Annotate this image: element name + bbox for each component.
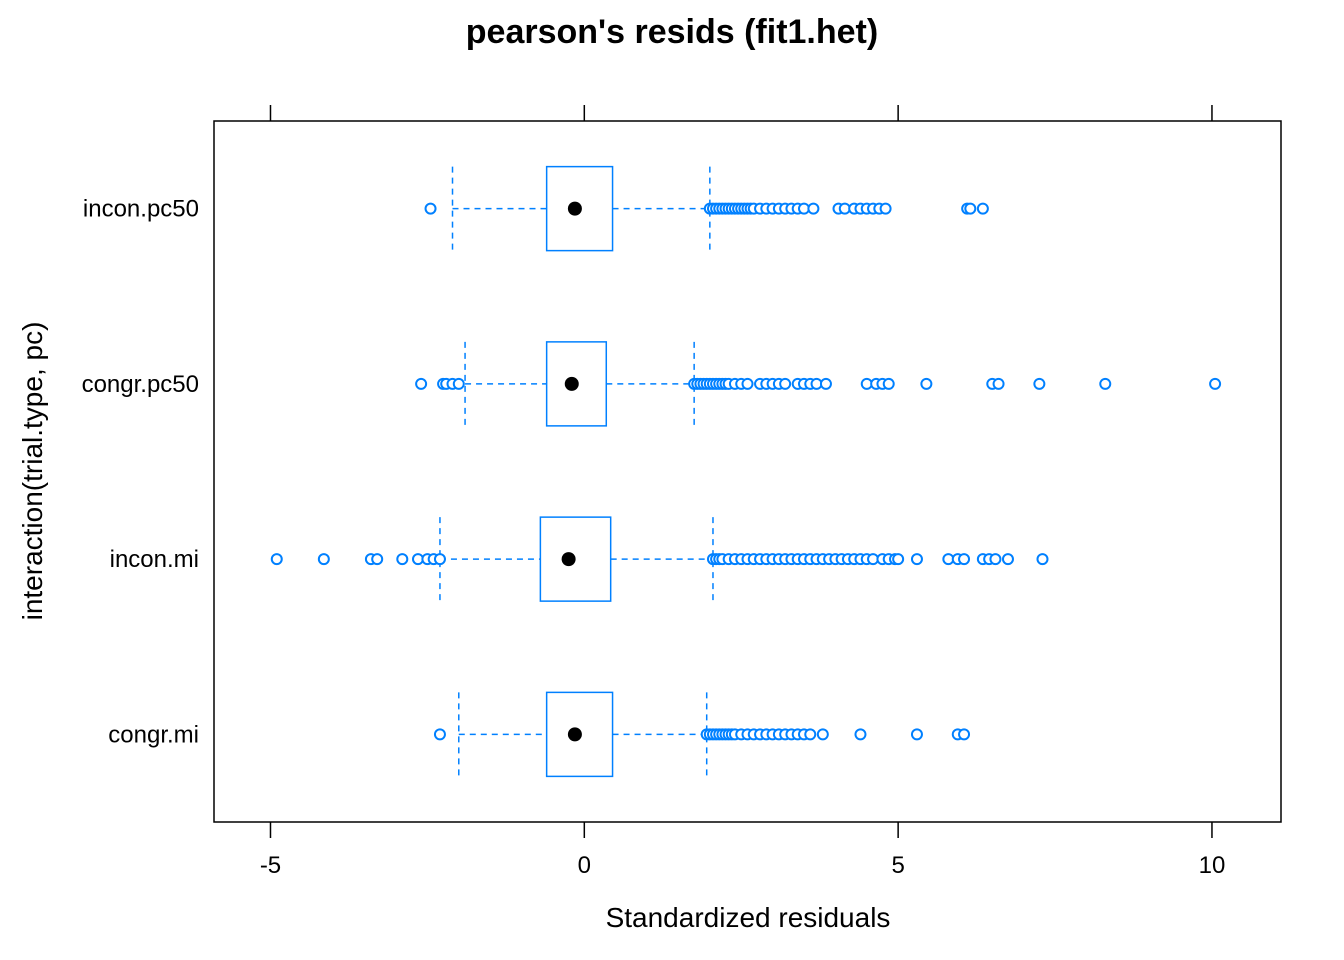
outlier-point xyxy=(1209,377,1222,390)
category-label: congr.mi xyxy=(108,721,199,748)
outlier-point xyxy=(433,553,446,566)
top-axis xyxy=(269,105,1213,121)
y-axis-label: interaction(trial.type, pc) xyxy=(17,322,48,621)
outlier-point xyxy=(964,202,977,215)
x-tick-label: 10 xyxy=(1199,852,1226,879)
boxes-layer xyxy=(270,165,1222,778)
outlier-point xyxy=(741,377,754,390)
median-dot xyxy=(567,727,582,742)
outlier-point xyxy=(910,728,923,741)
category-label: incon.pc50 xyxy=(83,196,199,223)
outlier-point xyxy=(854,728,867,741)
outlier-point xyxy=(779,377,792,390)
outlier-point xyxy=(879,202,892,215)
outlier-point xyxy=(816,728,829,741)
box-congr.mi xyxy=(433,691,971,778)
outlier-point xyxy=(807,202,820,215)
median-dot xyxy=(564,376,579,391)
x-tick-label: -5 xyxy=(260,852,281,879)
outlier-point xyxy=(882,377,895,390)
outlier-point xyxy=(317,553,330,566)
iqr-box xyxy=(545,165,614,252)
outlier-point xyxy=(270,553,283,566)
bottom-axis: -5 0 5 10 xyxy=(260,822,1225,879)
outlier-point xyxy=(989,553,1002,566)
outlier-point xyxy=(804,728,817,741)
iqr-box xyxy=(545,341,608,427)
outlier-point xyxy=(371,553,384,566)
box-incon.pc50 xyxy=(424,165,989,252)
category-axis: incon.pc50 congr.pc50 incon.mi congr.mi xyxy=(82,196,199,749)
outlier-point xyxy=(892,553,905,566)
outlier-point xyxy=(1036,553,1049,566)
outlier-point xyxy=(819,377,832,390)
box-congr.pc50 xyxy=(415,341,1222,427)
outlier-point xyxy=(424,202,437,215)
plot-frame xyxy=(213,120,1282,823)
outlier-point xyxy=(958,728,971,741)
outlier-point xyxy=(1099,377,1112,390)
outlier-point xyxy=(452,377,465,390)
category-label: congr.pc50 xyxy=(82,371,199,398)
outlier-point xyxy=(1001,553,1014,566)
x-tick-label: 5 xyxy=(891,852,904,879)
outlier-point xyxy=(396,553,409,566)
outlier-point xyxy=(415,377,428,390)
category-label: incon.mi xyxy=(110,546,199,573)
iqr-box xyxy=(545,691,614,778)
chart-title: pearson's resids (fit1.het) xyxy=(466,13,878,51)
outlier-point xyxy=(992,377,1005,390)
iqr-box xyxy=(539,516,612,602)
median-dot xyxy=(561,552,576,567)
outlier-point xyxy=(910,553,923,566)
outlier-point xyxy=(958,553,971,566)
outlier-point xyxy=(1033,377,1046,390)
outlier-point xyxy=(433,728,446,741)
outlier-point xyxy=(920,377,933,390)
median-dot xyxy=(567,201,582,216)
box-incon.mi xyxy=(270,516,1049,602)
outlier-point xyxy=(976,202,989,215)
x-axis-label: Standardized residuals xyxy=(606,902,891,933)
x-tick-label: 0 xyxy=(578,852,591,879)
